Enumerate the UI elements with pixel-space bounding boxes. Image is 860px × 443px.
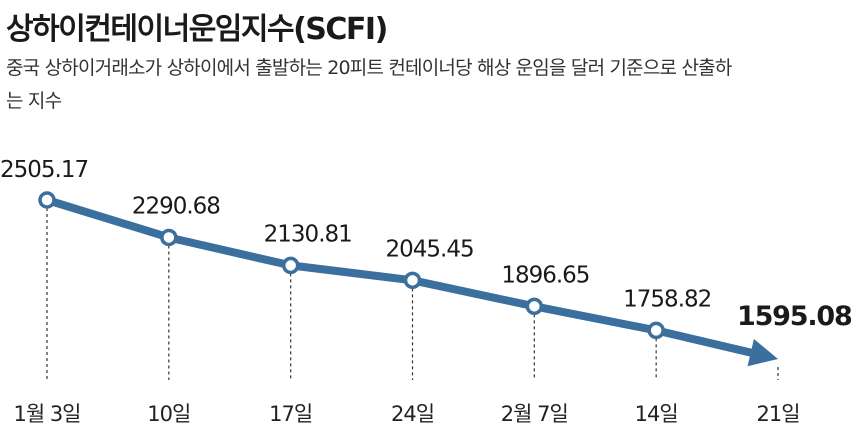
x-tick-label: 21일 bbox=[756, 402, 799, 426]
series-line bbox=[43, 196, 757, 358]
data-label: 1896.65 bbox=[501, 262, 589, 288]
data-point bbox=[160, 228, 178, 247]
x-tick-label: 24일 bbox=[391, 402, 434, 426]
x-tick-label: 2월 7일 bbox=[501, 402, 568, 426]
data-label: 2045.45 bbox=[386, 236, 474, 262]
chart-title: 상하이컨테이너운임지수(SCFI) bbox=[6, 12, 388, 47]
data-label: 2290.68 bbox=[132, 193, 220, 219]
data-label: 1758.82 bbox=[623, 286, 711, 312]
data-point bbox=[38, 191, 56, 209]
x-tick-label: 10일 bbox=[147, 402, 190, 426]
x-tick-label: 1월 3일 bbox=[13, 402, 80, 426]
data-point bbox=[525, 297, 544, 316]
data-label-latest: 1595.08 bbox=[737, 301, 852, 332]
data-label: 2130.81 bbox=[264, 221, 352, 247]
data-point bbox=[647, 321, 665, 340]
data-point bbox=[403, 271, 422, 290]
data-label: 2505.17 bbox=[0, 157, 88, 183]
chart-subtitle: 중국 상하이거래소가 상하이에서 출발하는 20피트 컨테이너당 해상 운임을 … bbox=[6, 57, 732, 112]
data-point bbox=[281, 256, 300, 275]
series-arrowhead bbox=[747, 338, 778, 367]
x-tick-label: 14일 bbox=[635, 402, 678, 426]
x-tick-label: 17일 bbox=[269, 402, 312, 426]
